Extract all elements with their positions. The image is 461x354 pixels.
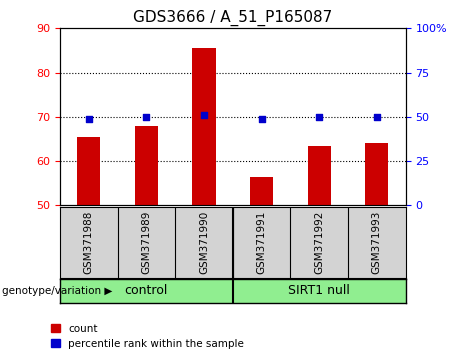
- Bar: [308, 145, 331, 205]
- Text: GSM371993: GSM371993: [372, 211, 382, 274]
- Text: GSM371989: GSM371989: [142, 211, 151, 274]
- Bar: [77, 137, 100, 205]
- Legend: count, percentile rank within the sample: count, percentile rank within the sample: [51, 324, 244, 349]
- Text: genotype/variation ▶: genotype/variation ▶: [2, 286, 112, 296]
- Text: GSM371992: GSM371992: [314, 211, 324, 274]
- Bar: [135, 126, 158, 205]
- Bar: [250, 177, 273, 205]
- Point: [315, 114, 323, 120]
- Point: [373, 114, 381, 120]
- Text: control: control: [124, 284, 168, 297]
- Bar: [193, 48, 216, 205]
- Point: [85, 117, 92, 122]
- Point: [142, 114, 150, 120]
- Title: GDS3666 / A_51_P165087: GDS3666 / A_51_P165087: [133, 9, 332, 25]
- Text: GSM371990: GSM371990: [199, 211, 209, 274]
- Text: SIRT1 null: SIRT1 null: [288, 284, 350, 297]
- Point: [200, 112, 207, 118]
- Text: GSM371991: GSM371991: [257, 211, 266, 274]
- Point: [258, 117, 266, 122]
- Bar: [365, 143, 388, 205]
- Text: GSM371988: GSM371988: [84, 211, 94, 274]
